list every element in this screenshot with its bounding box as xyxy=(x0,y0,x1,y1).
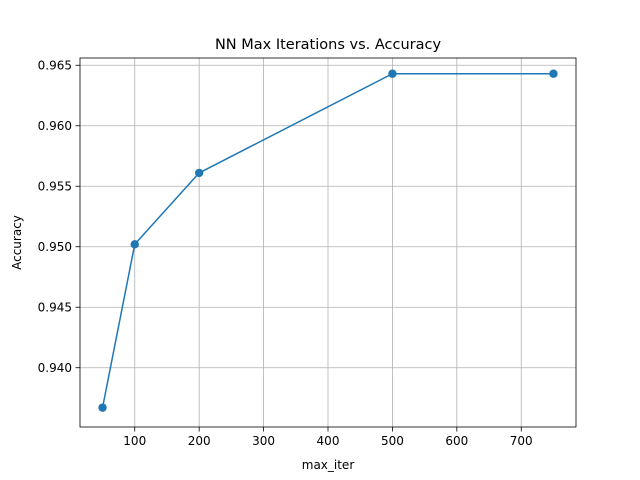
data-point xyxy=(549,69,558,78)
data-point xyxy=(194,168,204,178)
y-tick-label: 0.940 xyxy=(38,361,72,375)
data-point xyxy=(130,240,139,249)
y-axis-label: Accuracy xyxy=(10,215,24,270)
x-tick-label: 300 xyxy=(252,434,275,448)
x-tick-label: 100 xyxy=(123,434,146,448)
grid xyxy=(80,58,576,427)
x-tick-label: 600 xyxy=(445,434,468,448)
x-tick-label: 700 xyxy=(510,434,533,448)
y-tick-label: 0.950 xyxy=(38,240,72,254)
axis-ticks: 100 200 300 400 500 600 700 0.940 0.945 0.950 0.95… xyxy=(38,59,533,448)
x-axis-label: max_iter xyxy=(302,458,355,472)
y-tick-label: 0.965 xyxy=(38,59,72,73)
data-point xyxy=(98,403,107,412)
x-tick-label: 200 xyxy=(188,434,211,448)
x-tick-label: 500 xyxy=(381,434,404,448)
y-tick-label: 0.945 xyxy=(38,301,72,315)
chart-title: NN Max Iterations vs. Accuracy xyxy=(215,37,442,53)
y-tick-label: 0.960 xyxy=(38,119,72,133)
series-layer xyxy=(98,69,558,412)
y-tick-label: 0.955 xyxy=(38,180,72,194)
x-tick-label: 400 xyxy=(317,434,340,448)
data-point xyxy=(388,69,397,78)
